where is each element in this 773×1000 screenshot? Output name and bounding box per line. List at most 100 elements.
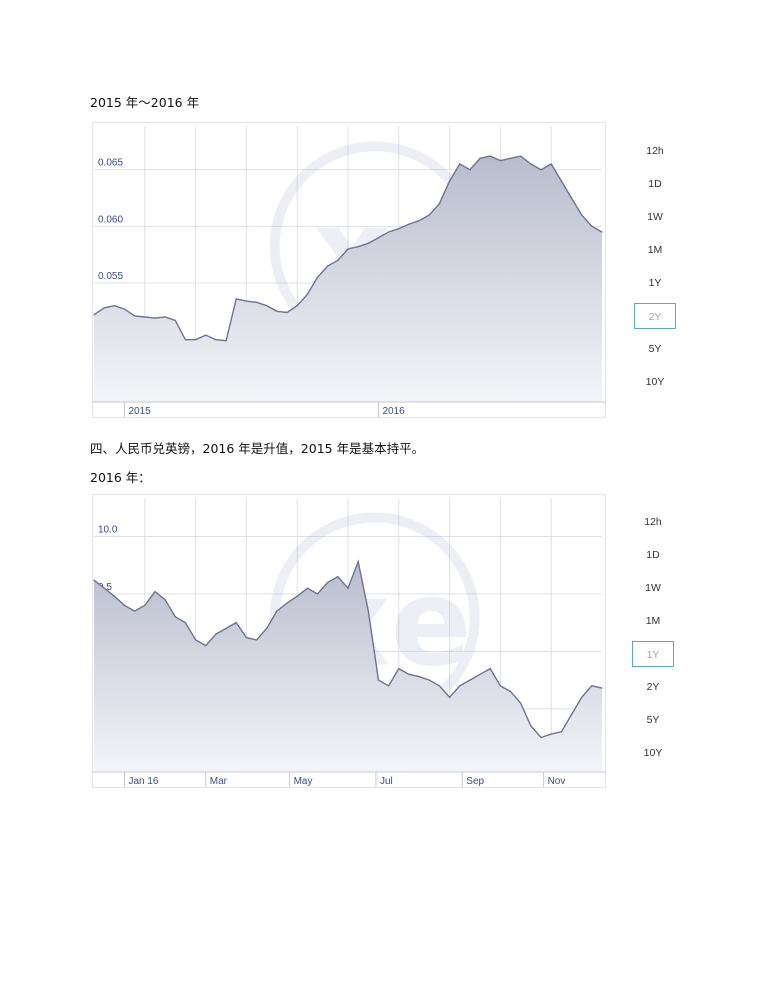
chart2-point [388,685,390,687]
chart2-range-1y[interactable]: 1Y [632,641,674,667]
chart2-point [255,639,258,641]
chart1-point [296,305,298,307]
chart1-point [601,231,603,233]
chart2-point [530,725,532,727]
chart2-point [174,616,176,618]
chart2-point [469,679,471,681]
chart1-point [225,340,227,342]
chart2-point [438,685,441,687]
chart2-range-5y[interactable]: 5Y [646,714,660,726]
chart1-point [103,307,105,309]
chart1-point [570,197,573,199]
chart2-range-1d[interactable]: 1D [646,549,660,561]
chart2-range-10y[interactable]: 10Y [643,747,663,759]
chart1-range-12h[interactable]: 12h [646,145,664,157]
chart1-point [245,300,247,302]
chart2-point [550,733,552,735]
chart1-range-5y[interactable]: 5Y [648,343,662,355]
chart2-point [134,610,136,612]
chart2-xtick-label: May [294,776,313,787]
chart1-point [347,248,349,250]
chart2-point [195,639,197,641]
chart1-point [195,339,197,341]
chart2-ytick-label: 9.5 [98,582,112,593]
chart2-point [276,610,278,612]
chart1-point [337,259,339,261]
chart2-point [570,713,573,716]
chart2-point [296,595,298,597]
chart2-point [337,576,339,578]
chart2-point [520,702,522,704]
chart1-point [388,231,390,233]
chart1-point [479,157,481,159]
chart2-point [215,633,217,635]
chart1-range-2y[interactable]: 2Y [634,303,676,329]
chart1-point [438,203,441,205]
chart1-point [306,293,308,295]
chart1-xtick-label: 2016 [382,406,405,417]
chart2-point [449,696,451,698]
chart1-point [469,169,471,171]
chart1-point [357,246,359,248]
chart2-point [225,627,227,629]
chart2-point [509,690,512,693]
chart1-range-1y[interactable]: 1Y [648,277,662,289]
chart1-point [540,169,542,171]
chart1-point [418,220,420,222]
chart1-point [459,163,461,165]
chart2-point [418,676,420,678]
chart2-range-1m[interactable]: 1M [645,615,661,627]
chart1-point [235,298,237,300]
chart2-point [144,604,146,607]
chart2-point [113,595,115,597]
chart2-point [408,673,410,675]
chart1-point [164,316,166,318]
chart1-point [530,163,532,165]
chart1-range-1w[interactable]: 1W [647,211,663,223]
chart2-range-2y[interactable]: 2Y [646,681,660,693]
chart2-point [245,636,247,639]
chart2-range-1w[interactable]: 1W [645,582,661,594]
chart2-area [94,561,602,772]
chart2-xtick-label: Sep [466,776,484,787]
chart2-point [398,667,400,670]
chart1-point [428,214,430,216]
chart2-point [235,622,237,624]
chart2-point [164,599,166,601]
chart2-point [306,587,308,589]
chart2-point [93,579,95,581]
chart1-point [560,180,562,182]
chart2-point [489,667,491,670]
chart1-point [134,315,136,317]
chart2-xtick-label: Mar [210,776,228,787]
chart2-point [154,591,156,593]
heading-gbp-summary: 四、人民币兑英镑，2016 年是升值，2015 年是基本持平。 [90,441,425,456]
chart1-point [93,314,95,316]
chart2-point [540,736,542,739]
chart2-xtick-label: Jul [380,776,393,787]
heading-2016: 2016 年： [90,470,151,485]
chart2-xtick-label: Nov [548,776,566,787]
chart1-point [174,319,176,321]
chart2-point [286,602,288,604]
chart1-point [316,276,319,278]
chart1-point [581,214,583,216]
chart2-xtick-label: Jan 16 [128,776,158,787]
chart2-point [581,696,583,698]
chart1-point [205,334,207,336]
chart2-point [367,610,369,612]
chart1-point [144,316,146,318]
chart1-point [377,237,380,239]
chart1-range-10y[interactable]: 10Y [645,376,665,388]
chart1-point [449,180,451,182]
chart2-point [499,685,501,687]
chart2-range-12h[interactable]: 12h [644,516,662,528]
chart1-point [276,310,278,312]
chart1-point [520,155,522,157]
chart1-range-1m[interactable]: 1M [647,244,663,256]
chart2-point [377,679,380,681]
chart1-point [591,225,593,227]
chart1-range-1d[interactable]: 1D [648,178,662,190]
